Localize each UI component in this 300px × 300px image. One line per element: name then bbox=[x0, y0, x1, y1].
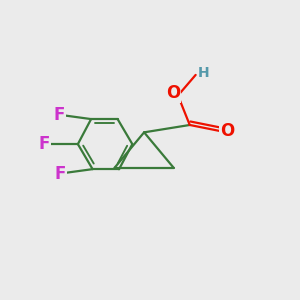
Text: O: O bbox=[220, 122, 235, 140]
Text: O: O bbox=[166, 84, 180, 102]
Text: F: F bbox=[38, 135, 50, 153]
Text: F: F bbox=[53, 106, 64, 124]
Text: F: F bbox=[55, 165, 66, 183]
Text: H: H bbox=[198, 66, 210, 80]
